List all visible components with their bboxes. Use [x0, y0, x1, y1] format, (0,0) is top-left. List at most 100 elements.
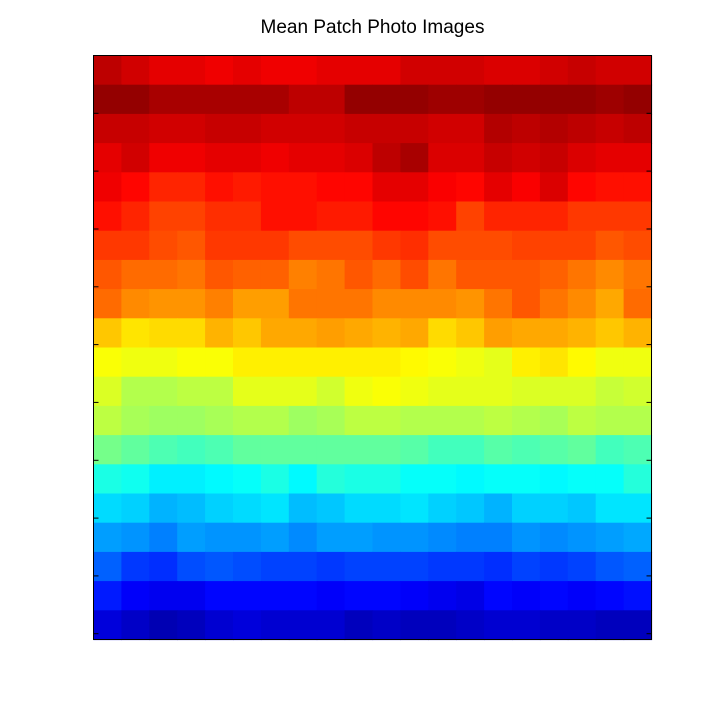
heatmap-cell — [372, 143, 401, 173]
heatmap-cell — [484, 201, 513, 232]
heatmap-cell — [512, 55, 541, 86]
heatmap-cell — [177, 464, 206, 495]
heatmap-cell — [233, 143, 262, 173]
heatmap-cell — [595, 610, 625, 641]
heatmap-cell — [288, 259, 318, 290]
heatmap-cell — [288, 435, 318, 465]
heatmap-cell — [484, 376, 513, 407]
heatmap-cell — [428, 113, 457, 144]
heatmap-cell — [344, 464, 374, 495]
heatmap-cell — [121, 289, 150, 319]
heatmap-cell — [484, 172, 513, 203]
heatmap-cell — [512, 581, 541, 611]
heatmap-cell — [484, 405, 513, 436]
heatmap-cell — [260, 347, 290, 378]
heatmap-cell — [205, 289, 234, 319]
heatmap-cell — [512, 113, 541, 144]
heatmap-cell — [316, 493, 346, 524]
heatmap-cell — [567, 405, 597, 436]
heatmap-cell — [233, 113, 262, 144]
heatmap-cell — [512, 172, 541, 203]
heatmap-cell — [428, 172, 457, 203]
heatmap-cell — [233, 435, 262, 465]
heatmap-cell — [288, 201, 318, 232]
heatmap-cell — [456, 376, 485, 407]
heatmap-cell — [595, 493, 625, 524]
heatmap-cell — [260, 581, 290, 611]
heatmap-cell — [121, 610, 150, 641]
heatmap-cell — [121, 201, 150, 232]
heatmap-cell — [344, 259, 374, 290]
heatmap-cell — [344, 551, 374, 582]
heatmap-cell — [512, 376, 541, 407]
heatmap-cell — [567, 201, 597, 232]
heatmap-cell — [539, 522, 569, 553]
heatmap-cell — [456, 581, 485, 611]
heatmap-cell — [400, 84, 429, 115]
heatmap-cell — [260, 522, 290, 553]
heatmap-cell — [177, 55, 206, 86]
heatmap-cell — [233, 581, 262, 611]
heatmap-cell — [177, 551, 206, 582]
heatmap-cell — [623, 464, 653, 495]
heatmap-cell — [428, 435, 457, 465]
heatmap-cell — [372, 172, 401, 203]
chart-title: Mean Patch Photo Images — [260, 17, 485, 38]
heatmap-cell — [539, 318, 569, 349]
heatmap-cell — [456, 318, 485, 349]
heatmap-cell — [595, 172, 625, 203]
heatmap-cell — [400, 435, 429, 465]
heatmap-cell — [428, 289, 457, 319]
heatmap-cell — [400, 289, 429, 319]
heatmap-cell — [372, 464, 401, 495]
heatmap-cell — [595, 405, 625, 436]
heatmap-cell — [260, 259, 290, 290]
heatmap-cell — [428, 143, 457, 173]
heatmap-cell — [344, 522, 374, 553]
heatmap-cell — [595, 84, 625, 115]
heatmap-cell — [595, 522, 625, 553]
heatmap-cell — [539, 581, 569, 611]
heatmap-cell — [567, 493, 597, 524]
heatmap-cell — [400, 551, 429, 582]
heatmap-cell — [177, 347, 206, 378]
heatmap-cell — [372, 581, 401, 611]
heatmap-cell — [205, 347, 234, 378]
heatmap-cell — [623, 143, 653, 173]
heatmap-cell — [177, 493, 206, 524]
heatmap-cell — [93, 522, 122, 553]
heatmap-cell — [539, 143, 569, 173]
heatmap-cell — [428, 493, 457, 524]
heatmap-cell — [121, 405, 150, 436]
heatmap-cell — [400, 318, 429, 349]
heatmap-cell — [372, 551, 401, 582]
heatmap-cell — [372, 84, 401, 115]
heatmap-cell — [623, 405, 653, 436]
heatmap-cell — [316, 230, 346, 261]
heatmap-cell — [149, 113, 178, 144]
heatmap-cell — [316, 435, 346, 465]
heatmap-cell — [233, 464, 262, 495]
heatmap-cell — [400, 259, 429, 290]
heatmap-cell — [567, 581, 597, 611]
heatmap-cell — [233, 347, 262, 378]
heatmap-cell — [233, 376, 262, 407]
heatmap-cell — [316, 610, 346, 641]
heatmap-cell — [512, 522, 541, 553]
heatmap-cell — [567, 230, 597, 261]
heatmap-cell — [595, 201, 625, 232]
heatmap-cell — [428, 230, 457, 261]
heatmap-cell — [177, 405, 206, 436]
heatmap-cell — [288, 581, 318, 611]
heatmap-cell — [316, 581, 346, 611]
heatmap-cell — [288, 143, 318, 173]
heatmap-cell — [623, 522, 653, 553]
heatmap-cell — [372, 230, 401, 261]
heatmap-cell — [149, 610, 178, 641]
heatmap-cell — [428, 376, 457, 407]
heatmap-cell — [316, 405, 346, 436]
heatmap-cell — [428, 464, 457, 495]
axis-ticks — [93, 112, 652, 635]
heatmap-cell — [316, 289, 346, 319]
